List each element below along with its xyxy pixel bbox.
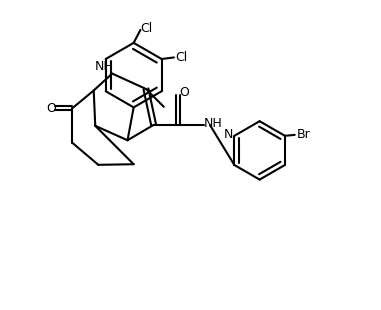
Text: Cl: Cl [140, 22, 152, 35]
Text: O: O [179, 86, 189, 99]
Text: Br: Br [296, 128, 310, 141]
Text: NH: NH [95, 60, 114, 73]
Text: O: O [46, 102, 56, 115]
Text: Cl: Cl [175, 51, 188, 64]
Text: NH: NH [203, 117, 222, 131]
Text: N: N [224, 128, 233, 141]
